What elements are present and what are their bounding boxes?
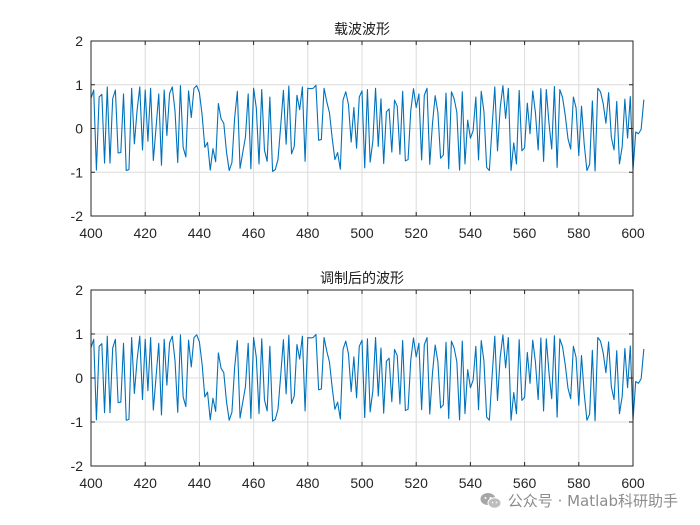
x-tick-label: 480 bbox=[296, 475, 320, 491]
y-tick-label: -2 bbox=[71, 458, 84, 474]
x-tick-label: 420 bbox=[134, 225, 158, 241]
y-tick-label: 0 bbox=[75, 121, 83, 137]
y-tick-label: 1 bbox=[75, 77, 83, 93]
x-tick-label: 520 bbox=[405, 475, 429, 491]
x-tick-label: 540 bbox=[459, 475, 483, 491]
y-tick-label: 2 bbox=[75, 282, 83, 298]
series-line bbox=[90, 84, 645, 172]
top-axes: 400 420 440 460 480 500 520 540 560 580 600 -2 -1 0 1 2… bbox=[71, 22, 645, 241]
y-tick-label: -1 bbox=[71, 414, 84, 430]
watermark: 公众号 · Matlab科研助手 bbox=[480, 490, 678, 511]
x-tick-label: 420 bbox=[134, 475, 158, 491]
chart-title: 载波波形 bbox=[334, 22, 390, 38]
y-tick-label: -2 bbox=[71, 208, 84, 224]
x-tick-label: 520 bbox=[405, 225, 429, 241]
x-tick-label: 440 bbox=[188, 475, 212, 491]
x-tick-label: 500 bbox=[350, 475, 374, 491]
x-tick-label: 400 bbox=[79, 475, 103, 491]
x-tick-label: 580 bbox=[567, 225, 591, 241]
x-tick-label: 600 bbox=[621, 475, 645, 491]
x-tick-label: 580 bbox=[567, 475, 591, 491]
y-tick-label: 1 bbox=[75, 326, 83, 342]
x-tick-label: 560 bbox=[513, 475, 537, 491]
watermark-text: 公众号 · Matlab科研助手 bbox=[507, 492, 678, 510]
x-tick-label: 460 bbox=[242, 225, 266, 241]
x-tick-label: 480 bbox=[296, 225, 320, 241]
x-tick-label: 560 bbox=[513, 225, 537, 241]
x-tick-label: 440 bbox=[188, 225, 212, 241]
x-tick-label: 600 bbox=[621, 225, 645, 241]
y-tick-label: -1 bbox=[71, 164, 84, 180]
wechat-icon bbox=[480, 492, 502, 509]
y-tick-label: 2 bbox=[75, 33, 83, 49]
bottom-axes: 400 420 440 460 480 500 520 540 560 580 600 -2 -1 0 1 2… bbox=[71, 271, 645, 491]
x-tick-label: 500 bbox=[350, 225, 374, 241]
y-tick-label: 0 bbox=[75, 370, 83, 386]
chart-title: 调制后的波形 bbox=[320, 271, 404, 287]
series-line bbox=[90, 333, 645, 422]
x-tick-label: 400 bbox=[79, 225, 103, 241]
x-tick-label: 540 bbox=[459, 225, 483, 241]
x-tick-label: 460 bbox=[242, 475, 266, 491]
